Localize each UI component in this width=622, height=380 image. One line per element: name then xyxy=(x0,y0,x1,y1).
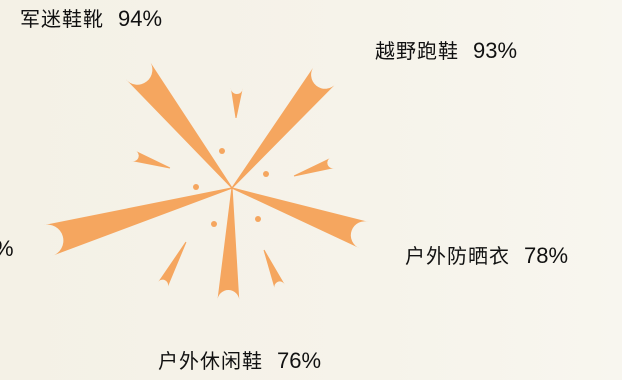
decor-stroke xyxy=(131,150,171,169)
decor-stroke xyxy=(293,157,335,177)
label-left-cutoff: % xyxy=(0,236,14,262)
label-military-boots: 军迷鞋靴 94% xyxy=(20,3,162,32)
category-label: 户外防晒衣 xyxy=(405,244,510,268)
bar-sun-protection-jacket xyxy=(231,187,370,249)
bar-trail-running-shoes xyxy=(231,65,336,189)
value-label: 93% xyxy=(473,38,518,63)
decor-dot xyxy=(193,184,199,190)
category-label: 越野跑鞋 xyxy=(375,39,459,63)
decor-dot xyxy=(263,171,269,177)
value-label: 78% xyxy=(524,243,569,268)
category-label: 军迷鞋靴 xyxy=(20,7,104,31)
decor-dot xyxy=(219,148,225,154)
value-label: 76% xyxy=(277,348,322,373)
bar-military-boots xyxy=(125,60,233,189)
decor-dot xyxy=(255,216,261,222)
label-sun-protection-jacket: 户外防晒衣 78% xyxy=(405,240,568,269)
decor-dot xyxy=(211,221,217,227)
value-label: % xyxy=(0,236,14,261)
bar-left-cutoff xyxy=(43,187,233,257)
decor-stroke xyxy=(230,87,243,119)
label-trail-running-shoes: 越野跑鞋 93% xyxy=(375,35,517,64)
category-label: 户外休闲鞋 xyxy=(158,349,263,373)
label-outdoor-casual-shoes: 户外休闲鞋 76% xyxy=(158,345,321,374)
value-label: 94% xyxy=(118,6,163,31)
decor-stroke xyxy=(157,241,187,288)
decor-stroke xyxy=(263,249,285,290)
bar-outdoor-casual-shoes xyxy=(217,187,240,302)
